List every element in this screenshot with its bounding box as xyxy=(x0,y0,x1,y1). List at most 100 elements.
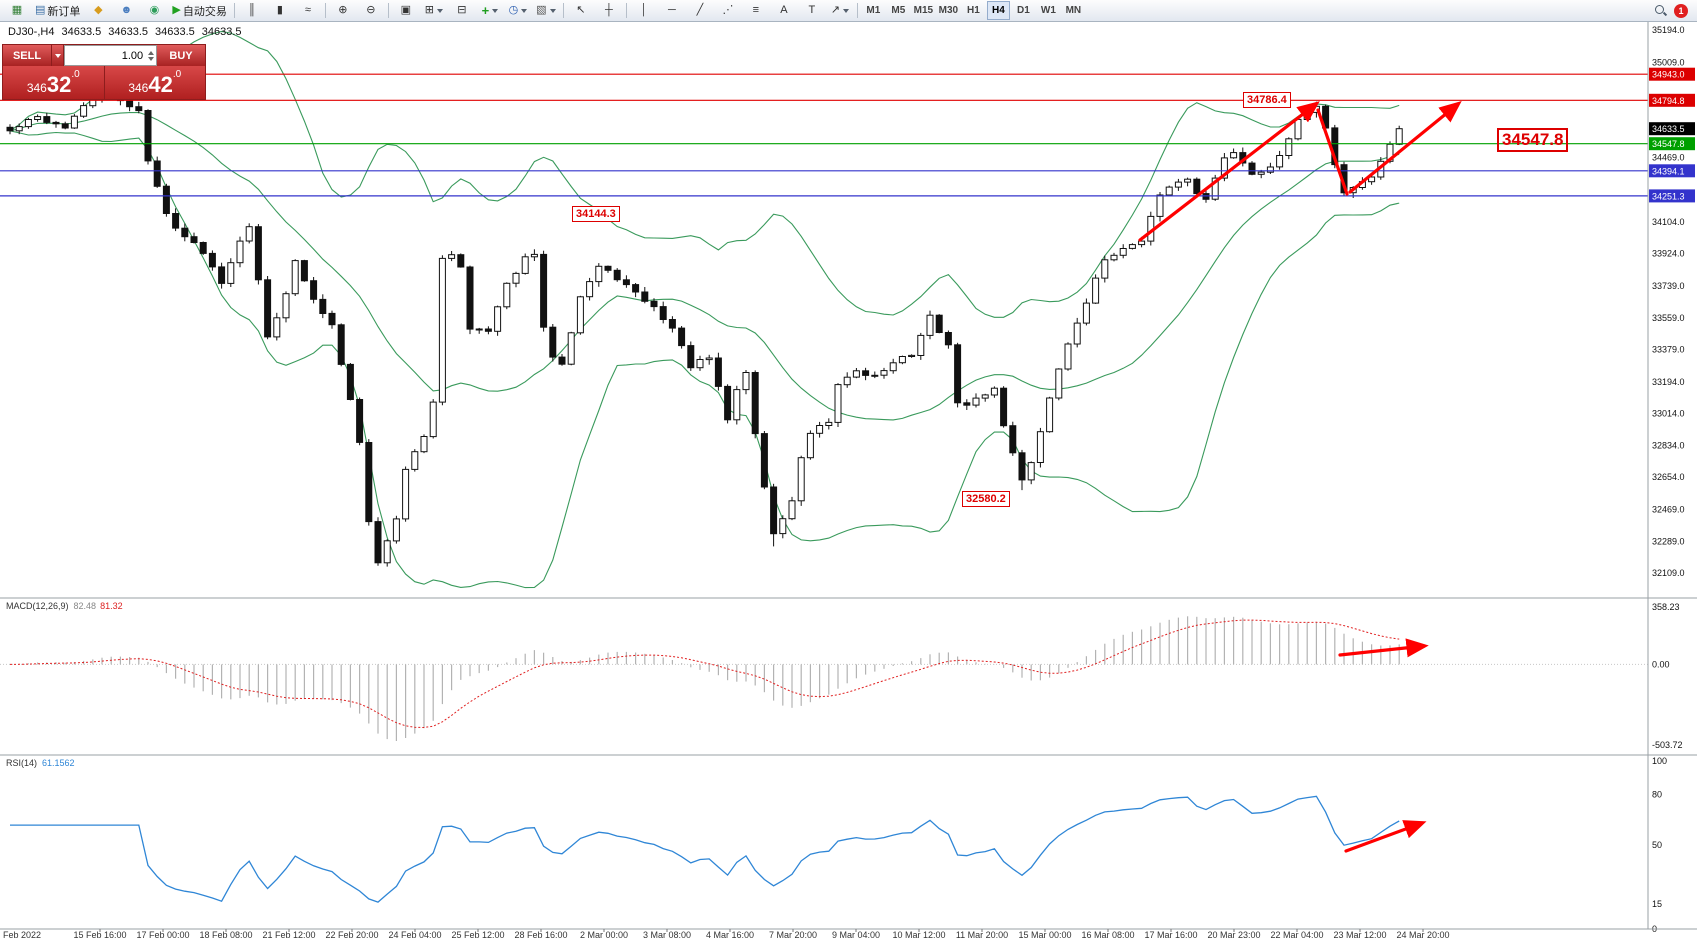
svg-text:0.00: 0.00 xyxy=(1652,659,1670,669)
macd-indicator-label: MACD(12,26,9) 82.48 81.32 xyxy=(6,601,123,611)
line-chart-icon-glyph: ≈ xyxy=(304,4,311,16)
community-icon[interactable]: ◉ xyxy=(141,1,167,21)
timeframe-m5[interactable]: M5 xyxy=(891,5,906,16)
svg-text:35194.0: 35194.0 xyxy=(1652,25,1685,35)
svg-text:18 Feb 08:00: 18 Feb 08:00 xyxy=(199,930,252,940)
chart-window-icon[interactable]: ▦ xyxy=(4,1,30,21)
notification-badge[interactable]: 1 xyxy=(1674,3,1688,18)
timeframe-h1[interactable]: H1 xyxy=(966,5,980,16)
arrange-windows-icon[interactable]: ⊟ xyxy=(449,1,475,21)
channel-icon[interactable]: ⋰ xyxy=(715,1,741,21)
toolbar-right: 1 xyxy=(1654,3,1694,18)
line-chart-icon[interactable]: ≈ xyxy=(295,1,321,21)
svg-text:50: 50 xyxy=(1652,840,1662,850)
buy-button[interactable]: BUY xyxy=(157,45,205,66)
timeframe-w1[interactable]: W1 xyxy=(1040,5,1056,16)
svg-text:7 Mar 20:00: 7 Mar 20:00 xyxy=(769,930,817,940)
candlestick-chart-icon[interactable]: ▮ xyxy=(267,1,293,21)
sell-dropdown[interactable] xyxy=(51,45,64,66)
chevron-down-icon xyxy=(521,8,528,13)
new-order-button[interactable]: ▤ 新订单 xyxy=(32,1,83,21)
autotrade-button[interactable]: ▶ 自动交易 xyxy=(169,1,229,21)
price-annotation[interactable]: 34144.3 xyxy=(572,206,620,222)
svg-text:4 Mar 16:00: 4 Mar 16:00 xyxy=(706,930,754,940)
svg-text:22 Feb 20:00: 22 Feb 20:00 xyxy=(325,930,378,940)
chevron-down-icon xyxy=(436,8,443,13)
buy-price-sup: .0 xyxy=(172,69,182,80)
vertical-line-icon-glyph: │ xyxy=(640,4,648,16)
new-order-button-label: 新订单 xyxy=(47,5,81,18)
channel-icon-glyph: ⋰ xyxy=(722,4,734,16)
price-annotation[interactable]: 32580.2 xyxy=(962,491,1010,507)
svg-text:15 Mar 00:00: 15 Mar 00:00 xyxy=(1018,930,1071,940)
svg-text:25 Feb 12:00: 25 Feb 12:00 xyxy=(451,930,504,940)
profile-icon[interactable]: ☻ xyxy=(113,1,139,21)
volume-stepper[interactable] xyxy=(145,50,156,61)
rsi-name: RSI(14) xyxy=(6,758,38,768)
timeframe-m15[interactable]: M15 xyxy=(913,5,934,16)
tile-windows-icon[interactable]: ▣ xyxy=(393,1,419,21)
cursor-icon-glyph: ↖ xyxy=(576,4,586,16)
bollinger-bands xyxy=(9,30,1400,589)
timeframe-m1[interactable]: M1 xyxy=(866,5,881,16)
svg-text:34943.0: 34943.0 xyxy=(1652,70,1685,80)
trend-arrow[interactable] xyxy=(1338,638,1429,658)
vertical-line-icon[interactable]: │ xyxy=(631,1,657,21)
chart-list-icon-glyph: ⊞ xyxy=(424,4,434,16)
trend-arrow[interactable] xyxy=(1348,100,1462,194)
timeframe-mn[interactable]: MN xyxy=(1065,5,1082,16)
macd-name: MACD(12,26,9) xyxy=(6,601,69,611)
spin-up-icon[interactable] xyxy=(147,50,154,55)
buy-price-prefix: 346 xyxy=(128,81,149,95)
trend-arrow[interactable] xyxy=(1344,820,1427,853)
price-annotation[interactable]: 34786.4 xyxy=(1243,92,1291,108)
text-icon[interactable]: A xyxy=(771,1,797,21)
price-annotation[interactable]: 34547.8 xyxy=(1497,128,1569,152)
sell-button[interactable]: SELL xyxy=(3,45,51,66)
sell-price[interactable]: 346 32.0 xyxy=(3,66,104,99)
cursor-icon[interactable]: ↖ xyxy=(568,1,594,21)
toolbar-separator xyxy=(856,3,858,18)
period-icon[interactable]: ◷ xyxy=(505,1,531,21)
template-icon[interactable]: ▧ xyxy=(533,1,559,21)
volume-input[interactable] xyxy=(65,49,146,62)
buy-price[interactable]: 346 42.0 xyxy=(105,66,206,99)
bar-chart-icon[interactable]: ║ xyxy=(239,1,265,21)
timeframe-m30[interactable]: M30 xyxy=(938,5,959,16)
arrows-icon[interactable]: ↗ xyxy=(827,1,853,21)
svg-text:34547.8: 34547.8 xyxy=(1652,139,1685,149)
svg-text:23 Mar 12:00: 23 Mar 12:00 xyxy=(1333,930,1386,940)
svg-text:Feb 2022: Feb 2022 xyxy=(3,930,41,940)
trend-arrow[interactable] xyxy=(1138,101,1320,242)
toolbar-items: ▦ ▤ 新订单 ◆ ☻ ◉ ▶ 自动交易 ║ ▮ ≈ ⊕ ⊖ ▣ ⊞ ⊟ + ◷ ▧ ↖ ┼ │ ─ ╱ ⋰ ≡ A T ↗ M1 M5 M1… xyxy=(3,0,1086,21)
add-indicator-icon[interactable]: + xyxy=(477,1,503,21)
horizontal-line-icon[interactable]: ─ xyxy=(659,1,685,21)
market-watch-icon[interactable]: ◆ xyxy=(85,1,111,21)
sell-price-prefix: 346 xyxy=(26,81,47,95)
fibonacci-icon[interactable]: ≡ xyxy=(743,1,769,21)
zoom-in-icon-glyph: ⊕ xyxy=(338,4,348,16)
spin-down-icon[interactable] xyxy=(147,56,154,61)
crosshair-icon[interactable]: ┼ xyxy=(596,1,622,21)
svg-text:22 Mar 04:00: 22 Mar 04:00 xyxy=(1270,930,1323,940)
zoom-in-icon[interactable]: ⊕ xyxy=(330,1,356,21)
price-badge xyxy=(1649,189,1695,203)
svg-text:33194.0: 33194.0 xyxy=(1652,377,1685,387)
zoom-out-icon[interactable]: ⊖ xyxy=(358,1,384,21)
svg-text:-503.72: -503.72 xyxy=(1652,740,1683,750)
trend-arrow[interactable] xyxy=(1316,108,1349,196)
svg-text:34469.0: 34469.0 xyxy=(1652,153,1685,163)
macd-panel xyxy=(0,616,1648,741)
label-icon[interactable]: T xyxy=(799,1,825,21)
new-order-button-glyph: ▤ xyxy=(35,4,46,16)
search-icon[interactable] xyxy=(1654,4,1667,17)
market-watch-icon-glyph: ◆ xyxy=(94,4,103,16)
timeframe-h4[interactable]: H4 xyxy=(986,1,1010,20)
svg-text:34633.5: 34633.5 xyxy=(1652,124,1685,134)
trendline-icon[interactable]: ╱ xyxy=(687,1,713,21)
candlestick-chart-icon-glyph: ▮ xyxy=(276,4,283,16)
horizontal-line-icon-glyph: ─ xyxy=(667,4,676,16)
timeframe-d1[interactable]: D1 xyxy=(1016,5,1030,16)
chart-list-icon[interactable]: ⊞ xyxy=(421,1,447,21)
